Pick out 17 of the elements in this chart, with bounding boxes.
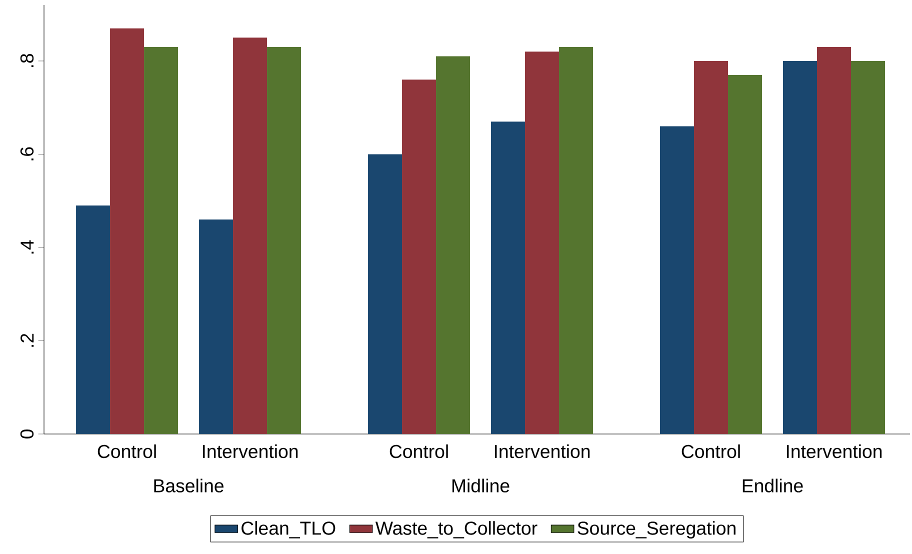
x-tick-label: Intervention: [494, 444, 590, 458]
text: Endline: [742, 478, 803, 492]
x-tick-label: Control: [390, 444, 448, 458]
y-tick-label: 0: [20, 430, 34, 438]
x-tick-label: Intervention: [202, 444, 298, 458]
y-tick-label: .6: [20, 147, 34, 160]
x-tick-label: Control: [98, 444, 156, 458]
y-tick-label: .4: [20, 240, 34, 254]
legend-label: Waste_to_Collector: [375, 521, 538, 538]
y-tick-label: .2: [20, 334, 34, 347]
legend-label: Source_Seregation: [578, 521, 736, 539]
x-tick-label: Control: [682, 444, 740, 458]
text: Midline: [452, 478, 510, 492]
text: Baseline: [154, 478, 224, 492]
legend-label: Clean_TLO: [242, 521, 336, 538]
x-tick-label: Intervention: [786, 444, 882, 458]
y-tick-label: .8: [20, 54, 34, 68]
